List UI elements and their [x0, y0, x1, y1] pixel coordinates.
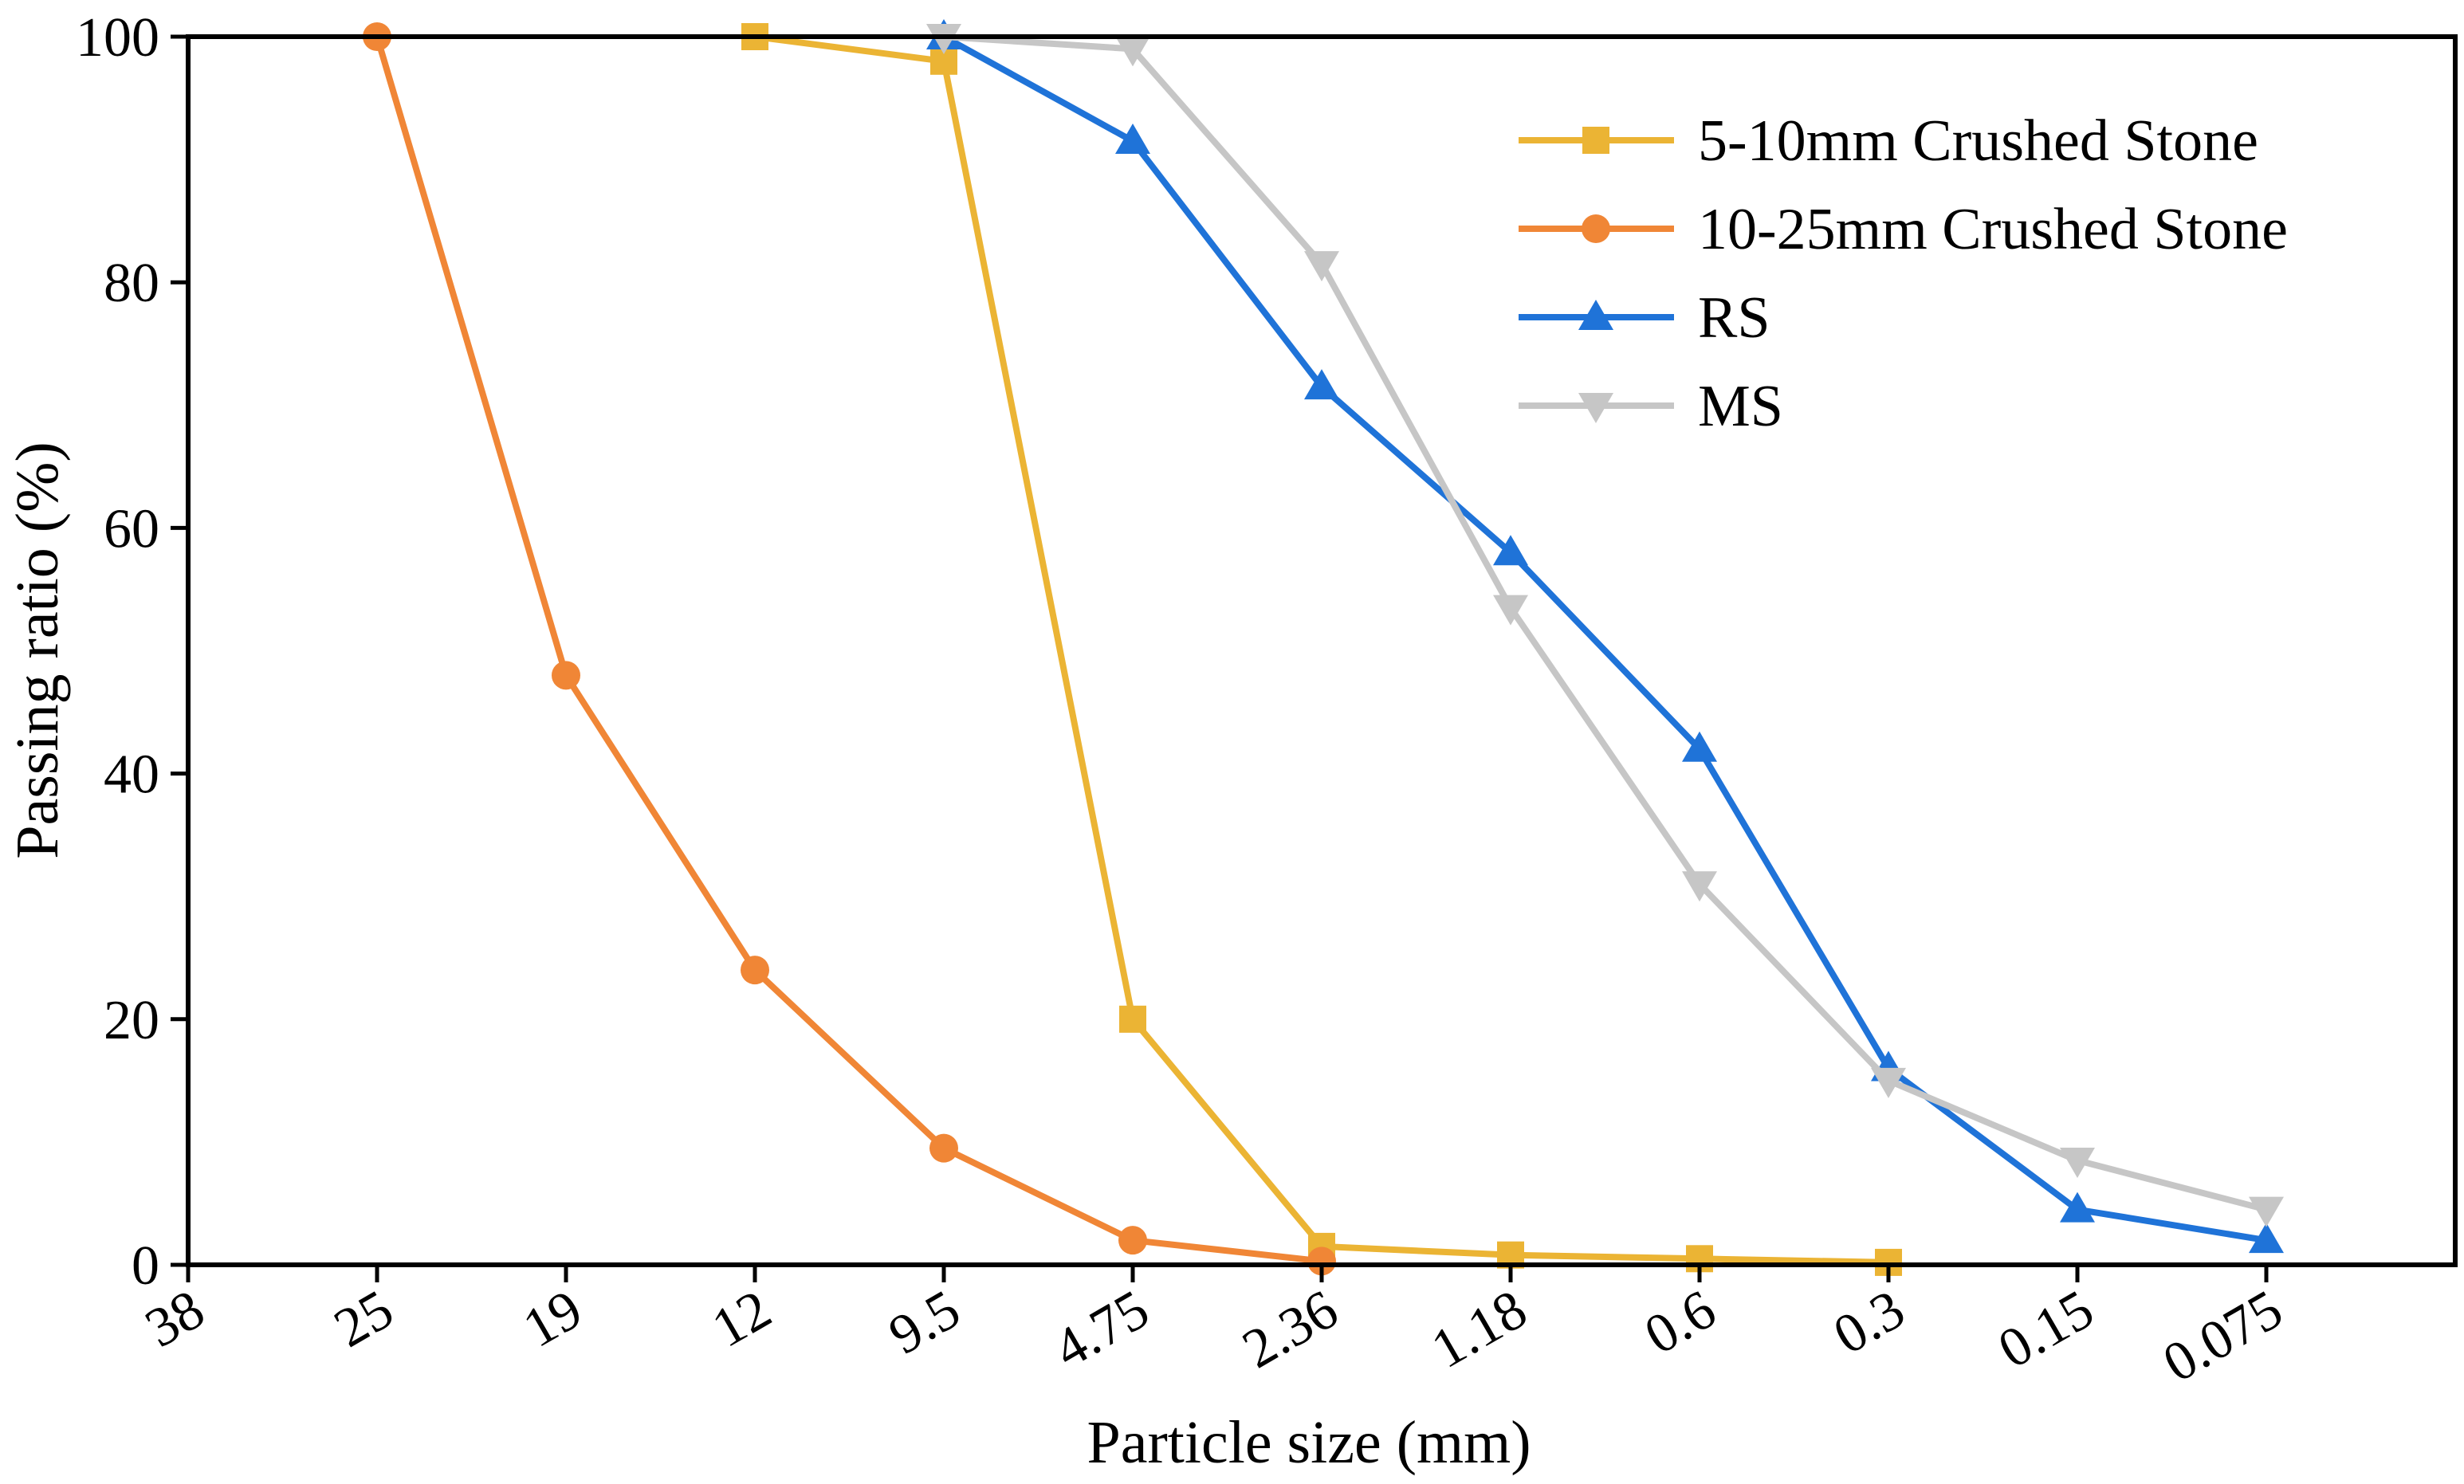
y-tick-label: 40 — [104, 744, 159, 806]
data-point-ms — [1493, 595, 1528, 626]
data-point-rs — [1304, 369, 1339, 400]
data-point-10-25mm-crushed-stone — [1307, 1246, 1336, 1276]
x-tick-label: 0.075 — [2153, 1278, 2293, 1394]
x-tick-label: 2.36 — [1232, 1278, 1348, 1380]
data-point-ms — [2249, 1196, 2284, 1227]
y-tick-label: 100 — [76, 7, 159, 69]
x-tick-label: 0.15 — [1988, 1278, 2104, 1380]
data-point-rs — [1682, 731, 1717, 762]
legend-item: 10-25mm Crushed Stone — [1519, 197, 2288, 262]
y-tick-label: 80 — [104, 253, 159, 314]
y-axis-title: Passing ratio (%) — [4, 442, 71, 858]
data-point-5-10mm-crushed-stone — [1119, 1005, 1146, 1033]
data-point-ms — [1871, 1067, 1906, 1098]
legend-label: RS — [1698, 285, 1770, 351]
data-point-rs — [2249, 1223, 2284, 1254]
data-point-ms — [1682, 871, 1717, 902]
data-point-rs — [2060, 1192, 2095, 1223]
series-line-rs — [942, 33, 2267, 1244]
x-tick-label: 25 — [324, 1278, 403, 1360]
y-tick-label: 0 — [132, 1235, 159, 1297]
data-point-10-25mm-crushed-stone — [741, 956, 769, 985]
x-tick-label: 12 — [702, 1278, 781, 1360]
x-tick-label: 9.5 — [879, 1278, 970, 1366]
data-point-10-25mm-crushed-stone — [1118, 1226, 1147, 1255]
y-tick-label: 60 — [104, 498, 159, 559]
legend-label: 5-10mm Crushed Stone — [1698, 108, 2258, 174]
legend-label: MS — [1698, 374, 1783, 439]
data-point-ms — [1304, 251, 1339, 282]
data-point-10-25mm-crushed-stone — [929, 1133, 958, 1163]
y-tick-label: 20 — [104, 990, 159, 1051]
legend-item: 5-10mm Crushed Stone — [1519, 108, 2258, 174]
x-tick-label: 0.3 — [1824, 1278, 1915, 1366]
series-line-10-25mm-crushed-stone — [374, 35, 1322, 1265]
legend-marker — [1578, 300, 1613, 330]
x-tick-label: 4.75 — [1043, 1278, 1159, 1380]
series-line-ms — [943, 33, 2268, 1213]
data-point-ms — [1115, 36, 1150, 67]
legend-label: 10-25mm Crushed Stone — [1698, 197, 2288, 262]
data-point-10-25mm-crushed-stone — [552, 661, 580, 690]
legend-marker — [1578, 393, 1613, 423]
legend-item: RS — [1519, 285, 1770, 351]
series-layer — [363, 19, 2284, 1276]
x-tick-label: 1.18 — [1421, 1278, 1537, 1380]
series-ms — [926, 24, 2284, 1227]
x-axis-title: Particle size (mm) — [1087, 1409, 1531, 1476]
legend: 5-10mm Crushed Stone 10-25mm Crushed Ston… — [1519, 108, 2288, 439]
data-point-ms — [2060, 1148, 2095, 1179]
data-point-rs — [1115, 123, 1150, 154]
data-point-rs — [1493, 535, 1528, 566]
x-tick-label: 0.6 — [1635, 1278, 1726, 1366]
legend-item: MS — [1519, 374, 1783, 439]
series-rs — [926, 19, 2284, 1254]
legend-marker — [1582, 127, 1609, 154]
x-tick-label: 19 — [513, 1278, 592, 1360]
legend-marker — [1582, 214, 1610, 243]
